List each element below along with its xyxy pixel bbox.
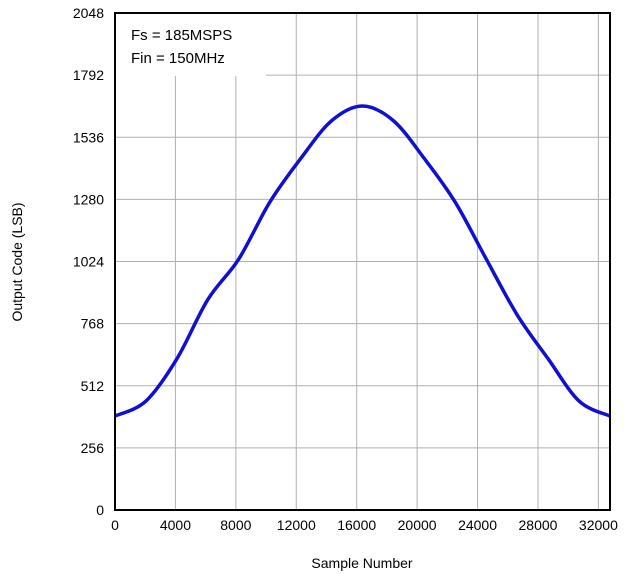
y-tick-label: 256 — [81, 440, 105, 456]
y-tick-label: 768 — [81, 316, 105, 332]
x-tick-label: 4000 — [160, 517, 191, 533]
x-tick-label: 28000 — [519, 517, 558, 533]
x-tick-label: 20000 — [398, 517, 437, 533]
x-tick-label: 0 — [111, 517, 119, 533]
y-tick-label: 0 — [96, 502, 104, 518]
y-tick-label: 1536 — [73, 129, 104, 145]
x-tick-label: 8000 — [220, 517, 251, 533]
x-tick-label: 24000 — [458, 517, 497, 533]
annotation-fin: Fin = 150MHz — [131, 50, 225, 67]
y-tick-label: 2048 — [73, 5, 104, 21]
annotation-box — [116, 14, 266, 76]
x-tick-label: 16000 — [337, 517, 376, 533]
grid — [115, 13, 610, 510]
tick-labels: 0 4000 8000 12000 16000 20000 24000 28000 32000 0… — [73, 5, 618, 533]
annotation-fs: Fs = 185MSPS — [131, 27, 232, 44]
x-tick-label: 32000 — [579, 517, 618, 533]
plot-area — [114, 104, 611, 418]
x-axis-title: Sample Number — [311, 555, 412, 571]
y-tick-label: 1280 — [73, 191, 104, 207]
y-tick-label: 1024 — [73, 254, 104, 270]
series-line — [114, 104, 611, 418]
plot-frame — [114, 12, 611, 511]
x-tick-label: 12000 — [277, 517, 316, 533]
y-tick-label: 512 — [81, 378, 105, 394]
y-tick-label: 1792 — [73, 67, 104, 83]
y-axis-title: Output Code (LSB) — [9, 202, 25, 321]
